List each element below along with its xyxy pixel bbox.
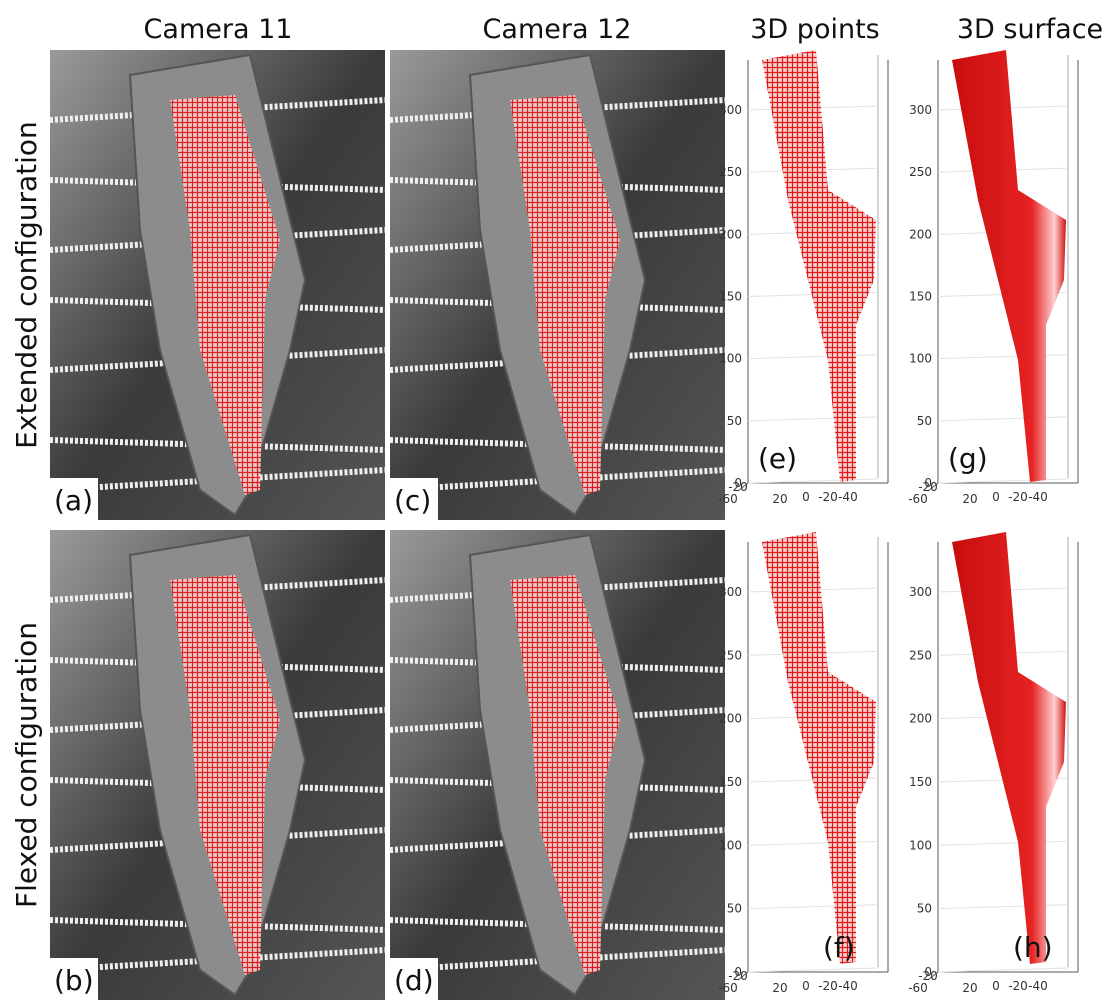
photo-panel: (d) (390, 530, 725, 1000)
grid-line (748, 479, 878, 483)
photo-panel: (b) (50, 530, 385, 1000)
grid-line (938, 905, 1068, 909)
z-tick-label: 100 (909, 352, 932, 366)
z-tick-label: 150 (719, 290, 742, 304)
z-tick-label: 250 (719, 165, 742, 179)
z-tick-label: 150 (909, 775, 932, 789)
x-tick-label: -60 (908, 492, 928, 506)
column-header: 3D points (750, 14, 879, 45)
z-tick-label: 300 (909, 585, 932, 599)
x-tick-label: -40 (838, 979, 858, 993)
z-tick-label: 150 (719, 775, 742, 789)
photo-panel: (c) (390, 50, 725, 520)
point-cloud (762, 532, 876, 964)
z-tick-label: 150 (909, 290, 932, 304)
x-tick-label: 20 (962, 492, 977, 506)
panel-label: (f) (823, 931, 855, 964)
x-tick-label: -20 (1008, 490, 1028, 504)
x-tick-label: -60 (718, 492, 738, 506)
column-header: 3D surface (957, 14, 1103, 45)
grid-line (748, 968, 878, 972)
panel-label: (b) (54, 964, 94, 997)
x-tick-label: -40 (1028, 979, 1048, 993)
panel-label: (c) (394, 484, 431, 517)
grid-line (938, 841, 1068, 845)
x-tick-label: -20 (818, 490, 838, 504)
panel-label: (h) (1013, 931, 1053, 964)
x-tick-label: 0 (802, 979, 810, 993)
panel-label: (d) (394, 964, 434, 997)
row-label: Flexed configuration (10, 622, 43, 908)
grid-line (748, 417, 878, 421)
x-tick-label: 20 (772, 492, 787, 506)
x-tick-label: -40 (1028, 490, 1048, 504)
x-tick-label: -40 (838, 490, 858, 504)
x-tick-label: -60 (718, 981, 738, 995)
z-tick-label: 250 (719, 648, 742, 662)
z-tick-label: 100 (719, 838, 742, 852)
z-tick-label: 300 (909, 103, 932, 117)
grid-line (938, 968, 1068, 972)
column-header: Camera 12 (483, 14, 632, 45)
z-tick-label: 50 (917, 414, 932, 428)
x-tick-label: -20 (1008, 979, 1028, 993)
panel-label: (g) (948, 442, 988, 475)
z-tick-label: 250 (909, 165, 932, 179)
x-tick-label: 0 (992, 490, 1000, 504)
panel-label: (e) (758, 442, 797, 475)
x-tick-label: 20 (772, 981, 787, 995)
z-tick-label: 100 (909, 838, 932, 852)
z-tick-label: 200 (719, 227, 742, 241)
grid-line (748, 905, 878, 909)
grid-line (748, 355, 878, 359)
x-tick-label: 0 (992, 979, 1000, 993)
z-tick-label: 200 (719, 712, 742, 726)
x-tick-label: -20 (818, 979, 838, 993)
row-label: Extended configuration (10, 121, 43, 449)
grid-line (938, 417, 1068, 421)
z-tick-label: 50 (727, 902, 742, 916)
z-tick-label: 300 (719, 103, 742, 117)
x-tick-label: 20 (962, 981, 977, 995)
surface (952, 532, 1066, 964)
z-tick-label: 300 (719, 585, 742, 599)
x-tick-label: 0 (802, 490, 810, 504)
grid-line (938, 355, 1068, 359)
x-tick-label: -60 (908, 981, 928, 995)
z-tick-label: 200 (909, 227, 932, 241)
grid-line (938, 479, 1068, 483)
photo-panel: (a) (50, 50, 385, 520)
z-tick-label: 200 (909, 712, 932, 726)
panel-label: (a) (54, 484, 93, 517)
grid-line (748, 841, 878, 845)
z-tick-label: 250 (909, 648, 932, 662)
figure: Camera 11 Camera 12 3D points 3D surface… (0, 0, 1119, 1003)
z-tick-label: 50 (917, 902, 932, 916)
z-tick-label: 100 (719, 352, 742, 366)
column-header: Camera 11 (144, 14, 293, 45)
z-tick-label: 50 (727, 414, 742, 428)
